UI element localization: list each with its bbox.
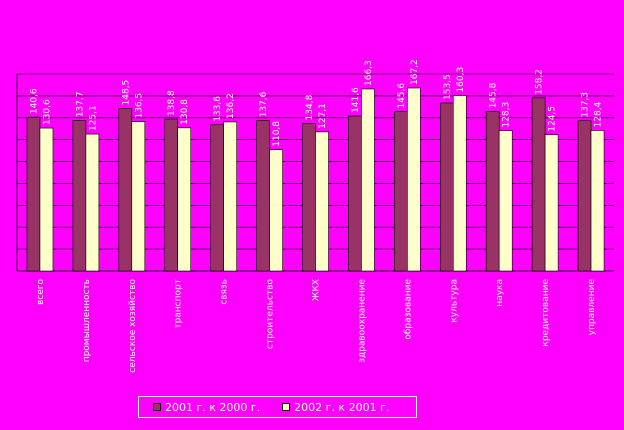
value-label-series-1-10: 145,8 [489,82,499,108]
bar-series-1-2 [118,108,133,272]
legend-item-series-1: 2001 г. к 2000 г. [153,401,260,414]
bar-series-2-5 [269,149,283,272]
category-label-10: наука [495,279,505,307]
legend: 2001 г. к 2000 г. 2002 г. к 2001 г. [138,396,417,418]
bars [26,87,605,272]
category-label-11: кредитование [541,279,551,347]
bar-series-2-8 [407,87,421,272]
value-label-series-2-10: 128,3 [502,102,512,128]
bar-series-2-10 [498,130,513,272]
value-label-series-1-5: 137,6 [259,91,269,117]
value-label-series-1-2: 148,5 [121,80,131,106]
bar-series-2-11 [544,134,559,272]
bar-series-1-8 [394,111,408,272]
bar-series-1-4 [210,124,224,272]
bar-series-2-1 [85,133,100,272]
category-label-2: сельское хозяйство [128,279,138,373]
value-label-series-2-4: 136,2 [226,93,236,119]
value-label-series-1-6: 134,8 [305,94,315,120]
legend-swatch-series-1 [153,403,161,411]
legend-label-series-2: 2002 г. к 2001 г. [294,400,390,414]
category-label-6: ЖКХ [312,279,322,301]
category-labels: всего промышленность сельское хозяйство тра… [36,279,597,373]
value-label-series-2-0: 130,6 [42,99,52,125]
bar-series-2-7 [361,88,375,272]
bar-series-1-3 [164,118,179,272]
category-label-9: культура [449,279,459,323]
bar-series-2-3 [177,127,192,272]
bar-series-1-1 [72,119,87,272]
value-label-series-1-3: 138,8 [167,90,177,116]
category-label-7: здравоохранение [357,279,367,363]
bar-series-2-9 [452,95,467,272]
value-label-series-1-0: 140,6 [29,88,39,114]
value-label-series-2-11: 124,5 [548,106,558,132]
legend-item-series-2: 2002 г. к 2001 г. [282,401,389,414]
category-label-3: транспорт [174,279,184,329]
category-label-0: всего [36,279,46,306]
bar-series-2-12 [590,130,605,272]
bar-series-1-5 [256,120,270,272]
value-label-series-2-6: 127,1 [318,103,328,129]
value-label-series-2-7: 166,3 [364,60,374,86]
value-label-series-1-9: 153,5 [443,74,453,100]
value-label-series-1-4: 133,6 [213,96,223,122]
bar-series-1-0 [26,116,41,272]
value-label-series-2-5: 110,8 [272,121,282,147]
category-label-1: промышленность [82,279,92,362]
value-label-series-2-3: 130,8 [180,99,190,125]
bar-series-2-0 [39,127,54,272]
bar-series-1-6 [302,123,316,272]
category-label-5: строительство [266,279,276,350]
value-label-series-1-11: 158,2 [535,69,545,95]
value-label-series-1-1: 137,7 [75,92,85,118]
bar-series-1-10 [485,111,500,272]
bar-series-2-4 [223,121,237,272]
value-label-series-2-8: 167,2 [410,59,420,85]
value-label-series-2-2: 136,5 [134,93,144,119]
value-label-series-2-12: 128,4 [594,101,604,127]
bar-series-1-11 [531,97,546,272]
bar-series-2-2 [131,121,146,272]
bar-series-1-7 [348,115,362,272]
bar-series-1-12 [577,120,592,272]
value-label-series-1-7: 141,6 [351,87,361,113]
value-label-series-2-1: 125,1 [88,105,98,131]
value-label-series-1-12: 137,3 [581,92,591,118]
value-label-series-1-8: 145,6 [397,83,407,109]
category-label-4: связь [220,279,230,305]
legend-label-series-1: 2001 г. к 2000 г. [165,400,261,414]
legend-swatch-series-2 [282,403,291,411]
category-label-12: управление [587,279,597,336]
bar-series-1-9 [439,102,454,272]
bar-series-2-6 [315,131,329,272]
category-label-8: образование [403,279,413,340]
value-label-series-2-9: 160,3 [456,67,466,93]
